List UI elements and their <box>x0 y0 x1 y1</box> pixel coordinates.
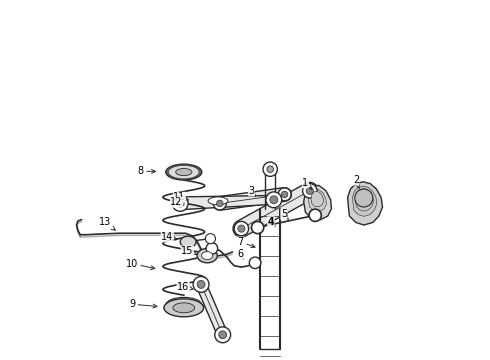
Ellipse shape <box>173 303 195 313</box>
Polygon shape <box>311 192 323 207</box>
Circle shape <box>303 184 317 198</box>
Ellipse shape <box>165 300 203 314</box>
Circle shape <box>197 280 205 288</box>
Text: 5: 5 <box>281 209 288 220</box>
Circle shape <box>278 188 291 201</box>
Polygon shape <box>347 182 383 225</box>
Text: 3: 3 <box>248 186 255 197</box>
Text: 13: 13 <box>99 217 115 230</box>
Polygon shape <box>308 189 326 211</box>
Ellipse shape <box>169 165 199 179</box>
Circle shape <box>219 331 227 339</box>
Ellipse shape <box>164 299 204 317</box>
Ellipse shape <box>166 298 202 313</box>
Text: 16: 16 <box>177 282 193 292</box>
Ellipse shape <box>164 301 204 315</box>
Circle shape <box>238 225 245 232</box>
Circle shape <box>263 162 277 176</box>
Ellipse shape <box>176 168 192 176</box>
Circle shape <box>215 327 231 343</box>
Ellipse shape <box>180 236 196 248</box>
Text: 14: 14 <box>161 232 177 242</box>
Circle shape <box>355 189 373 207</box>
Circle shape <box>306 187 314 194</box>
Circle shape <box>270 196 278 204</box>
Circle shape <box>213 197 226 210</box>
Circle shape <box>193 276 209 292</box>
Circle shape <box>281 191 288 198</box>
Ellipse shape <box>166 297 201 312</box>
Circle shape <box>172 195 188 211</box>
Polygon shape <box>358 191 370 206</box>
Text: 8: 8 <box>138 166 155 176</box>
Circle shape <box>176 199 184 207</box>
Ellipse shape <box>202 252 213 260</box>
Text: 10: 10 <box>125 258 155 270</box>
Text: 1: 1 <box>302 178 312 189</box>
Ellipse shape <box>166 164 202 180</box>
Circle shape <box>266 192 282 208</box>
Ellipse shape <box>197 248 217 263</box>
Text: 2: 2 <box>353 175 360 188</box>
Circle shape <box>251 221 264 234</box>
Ellipse shape <box>167 165 201 180</box>
Text: 9: 9 <box>129 299 157 309</box>
Ellipse shape <box>208 197 228 205</box>
Circle shape <box>217 200 223 207</box>
Circle shape <box>206 243 218 254</box>
Polygon shape <box>176 195 277 210</box>
Circle shape <box>234 221 248 236</box>
Text: 4: 4 <box>268 217 275 227</box>
Text: 15: 15 <box>181 246 197 256</box>
Circle shape <box>267 166 273 172</box>
Polygon shape <box>355 189 373 211</box>
Circle shape <box>249 257 261 269</box>
Text: 11: 11 <box>173 192 189 202</box>
Polygon shape <box>304 185 331 220</box>
Text: 7: 7 <box>238 237 255 248</box>
Circle shape <box>309 209 321 221</box>
Text: 12: 12 <box>171 197 183 207</box>
Ellipse shape <box>168 165 200 179</box>
Text: 6: 6 <box>238 249 244 260</box>
Circle shape <box>205 234 216 244</box>
Polygon shape <box>352 186 377 216</box>
